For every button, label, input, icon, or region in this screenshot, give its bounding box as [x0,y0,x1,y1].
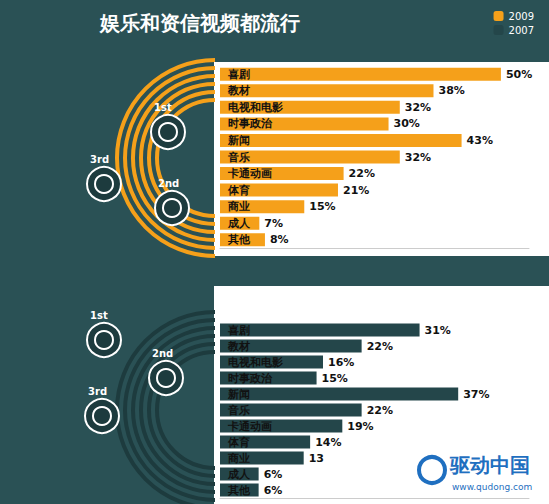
svg-text:15%: 15% [309,200,335,213]
svg-text:1st: 1st [154,102,172,113]
svg-text:50%: 50% [506,68,532,81]
svg-text:2009: 2009 [509,11,534,22]
svg-text:新闻: 新闻 [227,134,250,147]
svg-text:喜剧: 喜剧 [227,324,250,337]
svg-text:2007: 2007 [509,25,534,36]
svg-text:32%: 32% [405,101,431,114]
svg-text:喜剧: 喜剧 [227,68,250,81]
svg-text:38%: 38% [438,84,464,97]
svg-text:2nd: 2nd [158,178,179,189]
svg-text:体育: 体育 [227,436,250,449]
svg-text:教材: 教材 [227,84,250,97]
svg-text:商业: 商业 [227,452,250,465]
svg-text:30%: 30% [394,117,420,130]
svg-text:6%: 6% [264,468,283,481]
svg-text:成人: 成人 [227,217,251,230]
svg-text:43%: 43% [467,134,493,147]
svg-text:31%: 31% [425,324,451,337]
svg-text:22%: 22% [367,340,393,353]
svg-text:19%: 19% [347,420,373,433]
svg-text:音乐: 音乐 [227,404,250,417]
svg-text:22%: 22% [367,404,393,417]
svg-text:电视和电影: 电视和电影 [228,101,283,114]
svg-text:商业: 商业 [227,200,250,213]
svg-text:22%: 22% [349,167,375,180]
svg-text:16%: 16% [328,356,354,369]
svg-text:14%: 14% [315,436,341,449]
svg-text:其他: 其他 [227,484,251,497]
svg-text:卡通动画: 卡通动画 [227,167,272,180]
svg-text:7%: 7% [264,217,283,230]
svg-text:成人: 成人 [227,468,251,481]
svg-text:新闻: 新闻 [227,388,250,401]
svg-text:驱动中国: 驱动中国 [449,453,530,477]
svg-text:电视和电影: 电视和电影 [228,356,283,369]
svg-text:娱乐和资信视频都流行: 娱乐和资信视频都流行 [99,11,300,35]
svg-text:时事政治: 时事政治 [228,117,273,130]
svg-text:时事政治: 时事政治 [228,372,273,385]
svg-text:www.qudong.com: www.qudong.com [452,482,532,492]
svg-text:15%: 15% [322,372,348,385]
svg-text:音乐: 音乐 [227,151,250,164]
svg-text:体育: 体育 [227,184,250,197]
svg-text:32%: 32% [405,151,431,164]
svg-text:13: 13 [309,452,324,465]
svg-text:37%: 37% [463,388,489,401]
svg-text:其他: 其他 [227,233,251,246]
svg-text:3rd: 3rd [88,386,107,397]
svg-text:21%: 21% [343,184,369,197]
svg-text:卡通动画: 卡通动画 [227,420,272,433]
svg-text:8%: 8% [270,233,289,246]
svg-text:2nd: 2nd [152,348,173,359]
svg-text:教材: 教材 [227,340,250,353]
svg-text:3rd: 3rd [90,154,109,165]
svg-text:1st: 1st [90,310,108,321]
svg-text:6%: 6% [264,484,283,497]
